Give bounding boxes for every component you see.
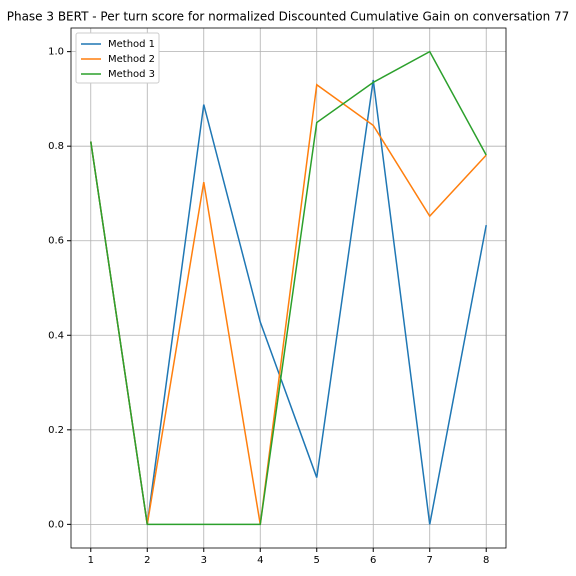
chart-title: Phase 3 BERT - Per turn score for normal…	[7, 10, 570, 24]
y-tick-label: 0.2	[48, 425, 64, 436]
y-tick-label: 0.0	[48, 519, 64, 530]
x-tick-label: 6	[370, 555, 376, 566]
x-tick-label: 5	[314, 555, 320, 566]
y-tick-label: 0.6	[48, 236, 64, 247]
legend-label: Method 3	[108, 69, 155, 80]
x-tick-label: 2	[144, 555, 150, 566]
x-tick-label: 4	[257, 555, 263, 566]
plot-frame	[70, 27, 507, 549]
legend: Method 1 Method 2 Method 3	[75, 32, 160, 84]
y-tick-label: 0.8	[48, 141, 64, 152]
legend-box	[75, 32, 160, 84]
series-line	[90, 50, 487, 526]
x-tick-label: 8	[483, 555, 489, 566]
series-line	[90, 79, 487, 525]
series-line	[90, 83, 487, 525]
legend-label: Method 2	[108, 54, 155, 65]
x-tick-label: 3	[201, 555, 207, 566]
x-tick-label: 7	[427, 555, 433, 566]
x-tick-label: 1	[88, 555, 94, 566]
y-tick-label: 0.4	[48, 330, 64, 341]
legend-label: Method 1	[108, 39, 155, 50]
y-tick-label: 1.0	[48, 47, 64, 58]
